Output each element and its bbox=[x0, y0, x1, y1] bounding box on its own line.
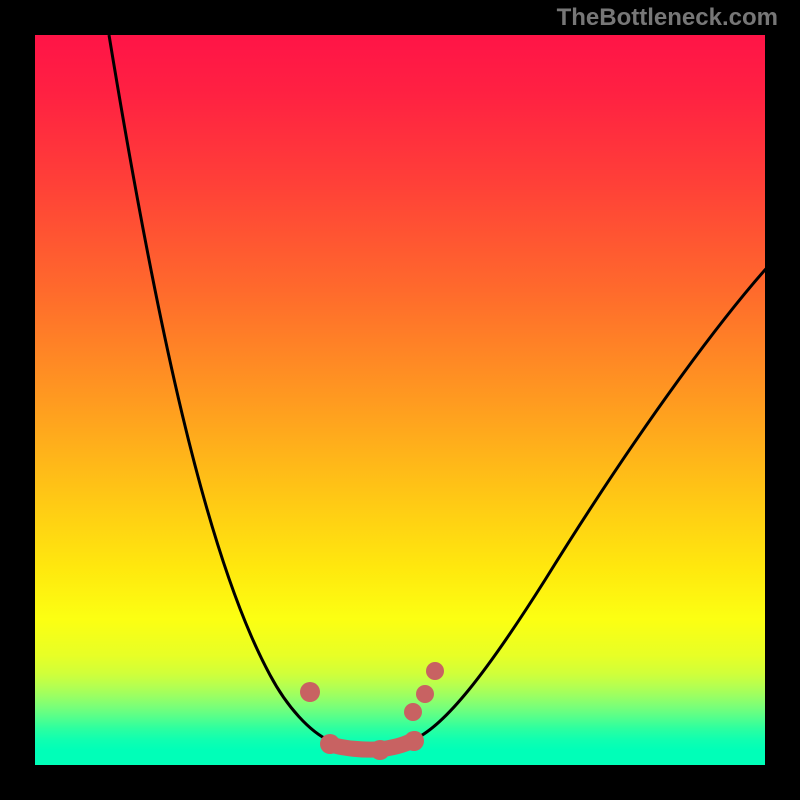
chart-svg bbox=[0, 0, 800, 800]
marker-point bbox=[426, 662, 444, 680]
marker-point bbox=[300, 682, 320, 702]
watermark-text: TheBottleneck.com bbox=[557, 4, 778, 32]
marker-point bbox=[404, 731, 424, 751]
marker-point bbox=[404, 703, 422, 721]
marker-point bbox=[416, 685, 434, 703]
curve-left bbox=[109, 35, 330, 741]
marker-point bbox=[320, 734, 340, 754]
curve-right bbox=[415, 233, 800, 739]
marker-point bbox=[370, 740, 390, 760]
